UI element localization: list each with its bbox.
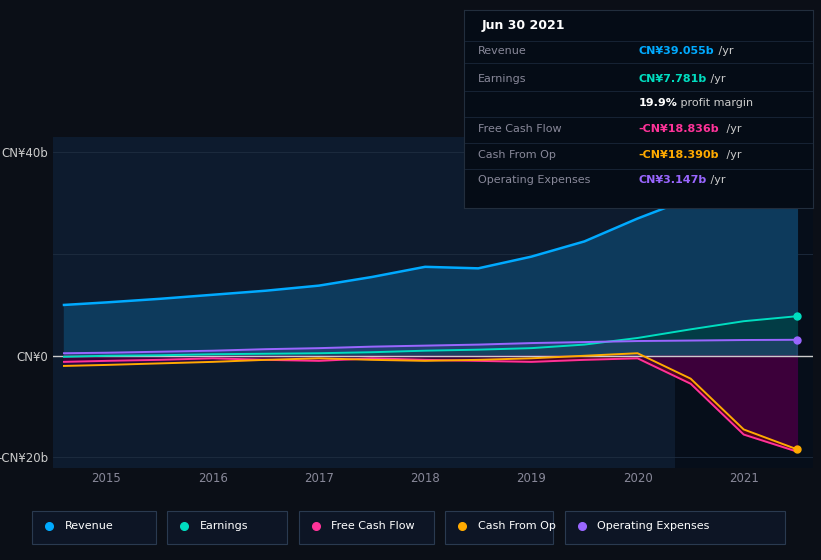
Text: Operating Expenses: Operating Expenses <box>597 521 709 531</box>
Text: Cash From Op: Cash From Op <box>478 521 556 531</box>
Text: CN¥39.055b: CN¥39.055b <box>639 46 714 56</box>
FancyBboxPatch shape <box>167 511 287 544</box>
Text: CN¥7.781b: CN¥7.781b <box>639 74 707 84</box>
Text: /yr: /yr <box>722 150 741 160</box>
Text: /yr: /yr <box>722 124 741 134</box>
Text: Jun 30 2021: Jun 30 2021 <box>481 20 565 32</box>
Text: 19.9%: 19.9% <box>639 98 677 108</box>
Text: Earnings: Earnings <box>200 521 248 531</box>
FancyBboxPatch shape <box>299 511 433 544</box>
Text: CN¥3.147b: CN¥3.147b <box>639 175 707 185</box>
Text: /yr: /yr <box>708 74 726 84</box>
Bar <box>675 137 813 468</box>
Text: profit margin: profit margin <box>677 98 753 108</box>
Text: /yr: /yr <box>708 175 726 185</box>
Text: /yr: /yr <box>715 46 734 56</box>
Text: -CN¥18.836b: -CN¥18.836b <box>639 124 719 134</box>
Text: -CN¥18.390b: -CN¥18.390b <box>639 150 719 160</box>
Text: Operating Expenses: Operating Expenses <box>478 175 590 185</box>
Text: Free Cash Flow: Free Cash Flow <box>331 521 415 531</box>
Text: Revenue: Revenue <box>478 46 526 56</box>
Text: Revenue: Revenue <box>65 521 113 531</box>
FancyBboxPatch shape <box>32 511 156 544</box>
FancyBboxPatch shape <box>445 511 553 544</box>
FancyBboxPatch shape <box>565 511 785 544</box>
Text: Cash From Op: Cash From Op <box>478 150 556 160</box>
Text: Free Cash Flow: Free Cash Flow <box>478 124 562 134</box>
Text: Earnings: Earnings <box>478 74 526 84</box>
